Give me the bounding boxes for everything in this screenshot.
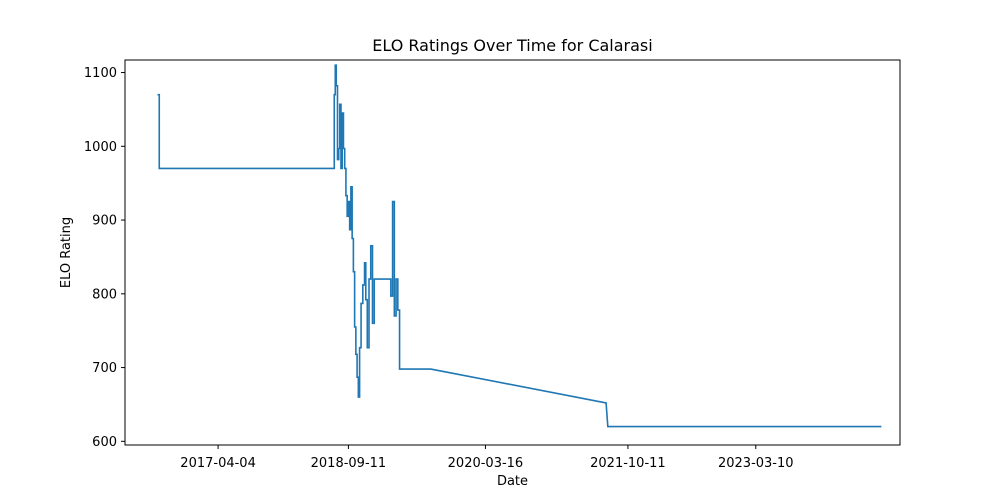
y-tick-label: 900 <box>92 214 117 229</box>
x-tick-label: 2017-04-04 <box>180 456 256 471</box>
x-axis-title: Date <box>497 474 528 489</box>
x-tick-label: 2023-03-10 <box>718 456 794 471</box>
y-tick-label: 800 <box>92 287 117 302</box>
x-tick-label: 2021-10-11 <box>590 456 666 471</box>
chart-title: ELO Ratings Over Time for Calarasi <box>372 36 652 55</box>
y-tick-label: 1000 <box>84 140 117 155</box>
plot-frame <box>124 59 901 446</box>
y-tick-label: 700 <box>92 361 117 376</box>
y-axis-title: ELO Rating <box>59 217 74 288</box>
y-tick-label: 600 <box>92 435 117 450</box>
x-axis: 2017-04-04 2018-09-11 2020-03-16 2021-10-11… <box>180 445 794 471</box>
y-axis: 600 700 800 900 1000 1100 <box>84 66 125 450</box>
x-tick-label: 2018-09-11 <box>311 456 387 471</box>
plot-area <box>157 64 882 428</box>
y-tick-label: 1100 <box>84 66 117 81</box>
x-tick-label: 2020-03-16 <box>448 456 524 471</box>
series-line-0 <box>157 64 882 428</box>
